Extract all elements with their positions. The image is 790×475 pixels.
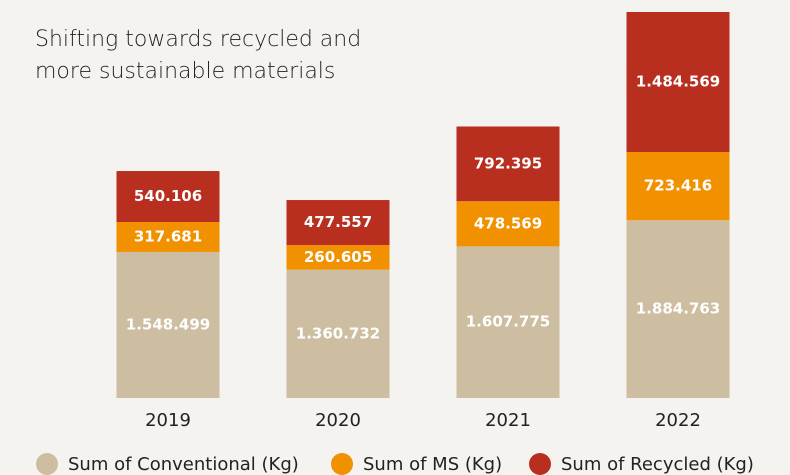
value-label: 1.484.569: [636, 73, 720, 91]
value-label: 477.557: [304, 213, 372, 231]
value-label: 1.607.775: [466, 313, 550, 331]
bar-segment: [456, 246, 560, 398]
bar-segment: [626, 220, 730, 398]
value-label: 723.416: [644, 177, 712, 195]
legend-swatch: [331, 453, 353, 475]
value-label: 1.548.499: [126, 315, 210, 333]
legend-label: Sum of MS (Kg): [363, 454, 502, 475]
value-label: 540.106: [134, 187, 202, 205]
bar-segment: [116, 221, 220, 252]
bar-segment: [286, 245, 390, 270]
bar-segment: [626, 152, 730, 221]
bar-segment: [116, 171, 220, 222]
bar-segment: [286, 200, 390, 246]
legend-swatch: [36, 453, 58, 475]
legend-label: Sum of Recycled (Kg): [561, 454, 754, 475]
value-label: 317.681: [134, 227, 202, 245]
chart-title: Shifting towards recycled and more susta…: [35, 27, 362, 84]
bar-segment: [286, 269, 390, 398]
value-label: 260.605: [304, 248, 372, 266]
value-label: 1.884.763: [636, 300, 720, 318]
value-label: 478.569: [474, 214, 542, 232]
legend-swatch: [529, 453, 551, 475]
x-tick-label: 2022: [655, 410, 701, 431]
legend-label: Sum of Conventional (Kg): [68, 454, 299, 475]
x-tick-label: 2021: [485, 410, 531, 431]
bar-segment: [626, 12, 730, 153]
x-tick-label: 2020: [315, 410, 361, 431]
bar-segment: [116, 251, 220, 398]
bar-segment: [456, 126, 560, 202]
value-label: 1.360.732: [296, 324, 380, 342]
x-tick-label: 2019: [145, 410, 191, 431]
value-label: 792.395: [474, 154, 542, 172]
bar-segment: [456, 201, 560, 247]
